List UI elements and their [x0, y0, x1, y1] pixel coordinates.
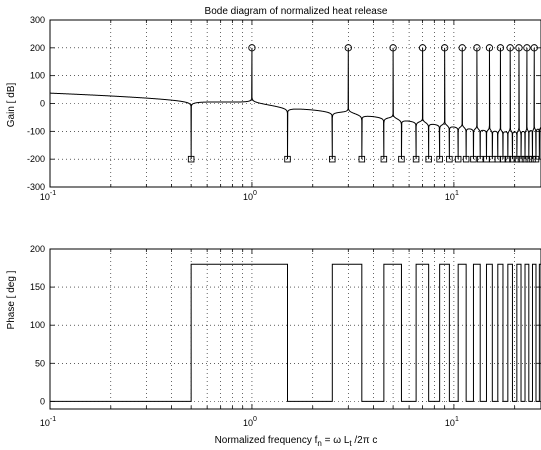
gain-chart-title: Bode diagram of normalized heat release [205, 6, 388, 17]
gain-y-axis-label: Gain [ dB] [6, 83, 17, 128]
phase-curve [50, 263, 541, 402]
zero-marker-square [504, 155, 512, 163]
zero-marker-square [187, 155, 195, 163]
phase-plot-frame [49, 248, 541, 410]
zero-marker-square [462, 155, 470, 163]
gain-curve [49, 47, 541, 160]
zero-marker-square [380, 155, 388, 163]
x-tick-label: 100 [243, 416, 257, 428]
pole-marker-circle [496, 44, 505, 52]
pole-marker-circle [515, 44, 523, 52]
zero-marker-square [517, 155, 525, 163]
y-tick-label: 200 [30, 244, 45, 254]
zero-marker-square [425, 155, 432, 163]
x-tick-label: 101 [445, 416, 459, 428]
x-tick-label-base: 10 [445, 192, 455, 202]
zero-marker-square [499, 155, 507, 163]
y-tick-label: -100 [27, 126, 45, 136]
zero-marker-square [509, 155, 516, 163]
pole-marker-circle [458, 44, 466, 52]
zero-marker-square [525, 155, 533, 163]
phase-x-tick-labels: 10-1 100 101 [40, 416, 459, 428]
xlabel-part-b: = ω L [322, 435, 350, 446]
x-tick-label-base: 10 [445, 418, 455, 428]
xlabel-sub-t: t [349, 439, 352, 448]
x-tick-label-base: 10 [243, 418, 253, 428]
pole-marker-circle [248, 44, 256, 52]
y-tick-label: 300 [30, 15, 45, 25]
x-tick-label: 10-1 [40, 190, 56, 202]
y-tick-label: 150 [30, 282, 45, 292]
pole-marker-circle [440, 44, 449, 52]
y-tick-label: 50 [35, 358, 45, 368]
phase-y-tick-labels: 0 50 100 150 200 [30, 244, 45, 406]
pole-marker-circle [485, 44, 494, 52]
phase-grid [50, 249, 541, 409]
y-tick-label: -200 [27, 154, 45, 164]
phase-y-axis-label: Phase [ deg ] [6, 270, 17, 329]
pole-marker-circle [506, 44, 514, 52]
pole-marker-circle [473, 44, 481, 52]
phase-series-line [50, 263, 541, 402]
y-tick-label: 100 [30, 320, 45, 330]
x-tick-label: 10-1 [40, 416, 56, 428]
xlabel-part-a: Normalized frequency f [215, 435, 318, 446]
x-tick-label-exponent: -1 [50, 190, 56, 197]
x-tick-label: 100 [243, 190, 257, 202]
zero-marker-square [398, 155, 405, 163]
zero-marker-square [436, 155, 443, 163]
gain-series-line [49, 47, 541, 160]
xlabel-part-c: /2π c [352, 435, 378, 446]
y-tick-label: 0 [40, 396, 45, 406]
xlabel-sub-n: n [317, 439, 321, 448]
gain-x-tick-labels: 10-1 100 101 [40, 190, 459, 202]
zero-marker-square [284, 155, 291, 163]
y-tick-label: 200 [30, 43, 45, 53]
x-tick-label-exponent: 1 [455, 416, 459, 423]
zero-marker-square [470, 155, 477, 163]
gain-y-tick-labels: -300 -200 -100 0 100 200 300 [27, 15, 45, 192]
gain-markers [187, 44, 540, 163]
x-tick-label-exponent: 0 [253, 416, 257, 423]
phase-x-axis-label: Normalized frequency fn = ω Lt /2π c [215, 435, 378, 448]
x-tick-label-exponent: 1 [455, 190, 459, 197]
pole-marker-circle [418, 44, 427, 52]
x-tick-label: 101 [445, 190, 459, 202]
y-tick-label: 0 [40, 99, 45, 109]
zero-marker-square [446, 155, 453, 163]
zero-marker-square [521, 155, 529, 163]
x-tick-label-exponent: 0 [253, 190, 257, 197]
zero-marker-square [529, 155, 536, 163]
pole-marker-circle [344, 44, 352, 52]
y-tick-label: -300 [27, 182, 45, 192]
gain-ticks [50, 19, 541, 188]
zero-marker-square [476, 155, 484, 163]
zero-marker-square [454, 155, 462, 163]
y-tick-label: 100 [30, 71, 45, 81]
x-tick-label-base: 10 [40, 192, 50, 202]
zero-marker-square [329, 155, 336, 163]
x-tick-label-exponent: -1 [50, 416, 56, 423]
zero-marker-square [513, 155, 521, 163]
zero-marker-square [412, 155, 420, 163]
pole-marker-circle [389, 44, 397, 52]
pole-marker-circle [523, 44, 531, 52]
zero-marker-square [358, 155, 366, 163]
phase-ticks [50, 248, 541, 409]
x-tick-label-base: 10 [40, 418, 50, 428]
x-tick-label-base: 10 [243, 192, 253, 202]
